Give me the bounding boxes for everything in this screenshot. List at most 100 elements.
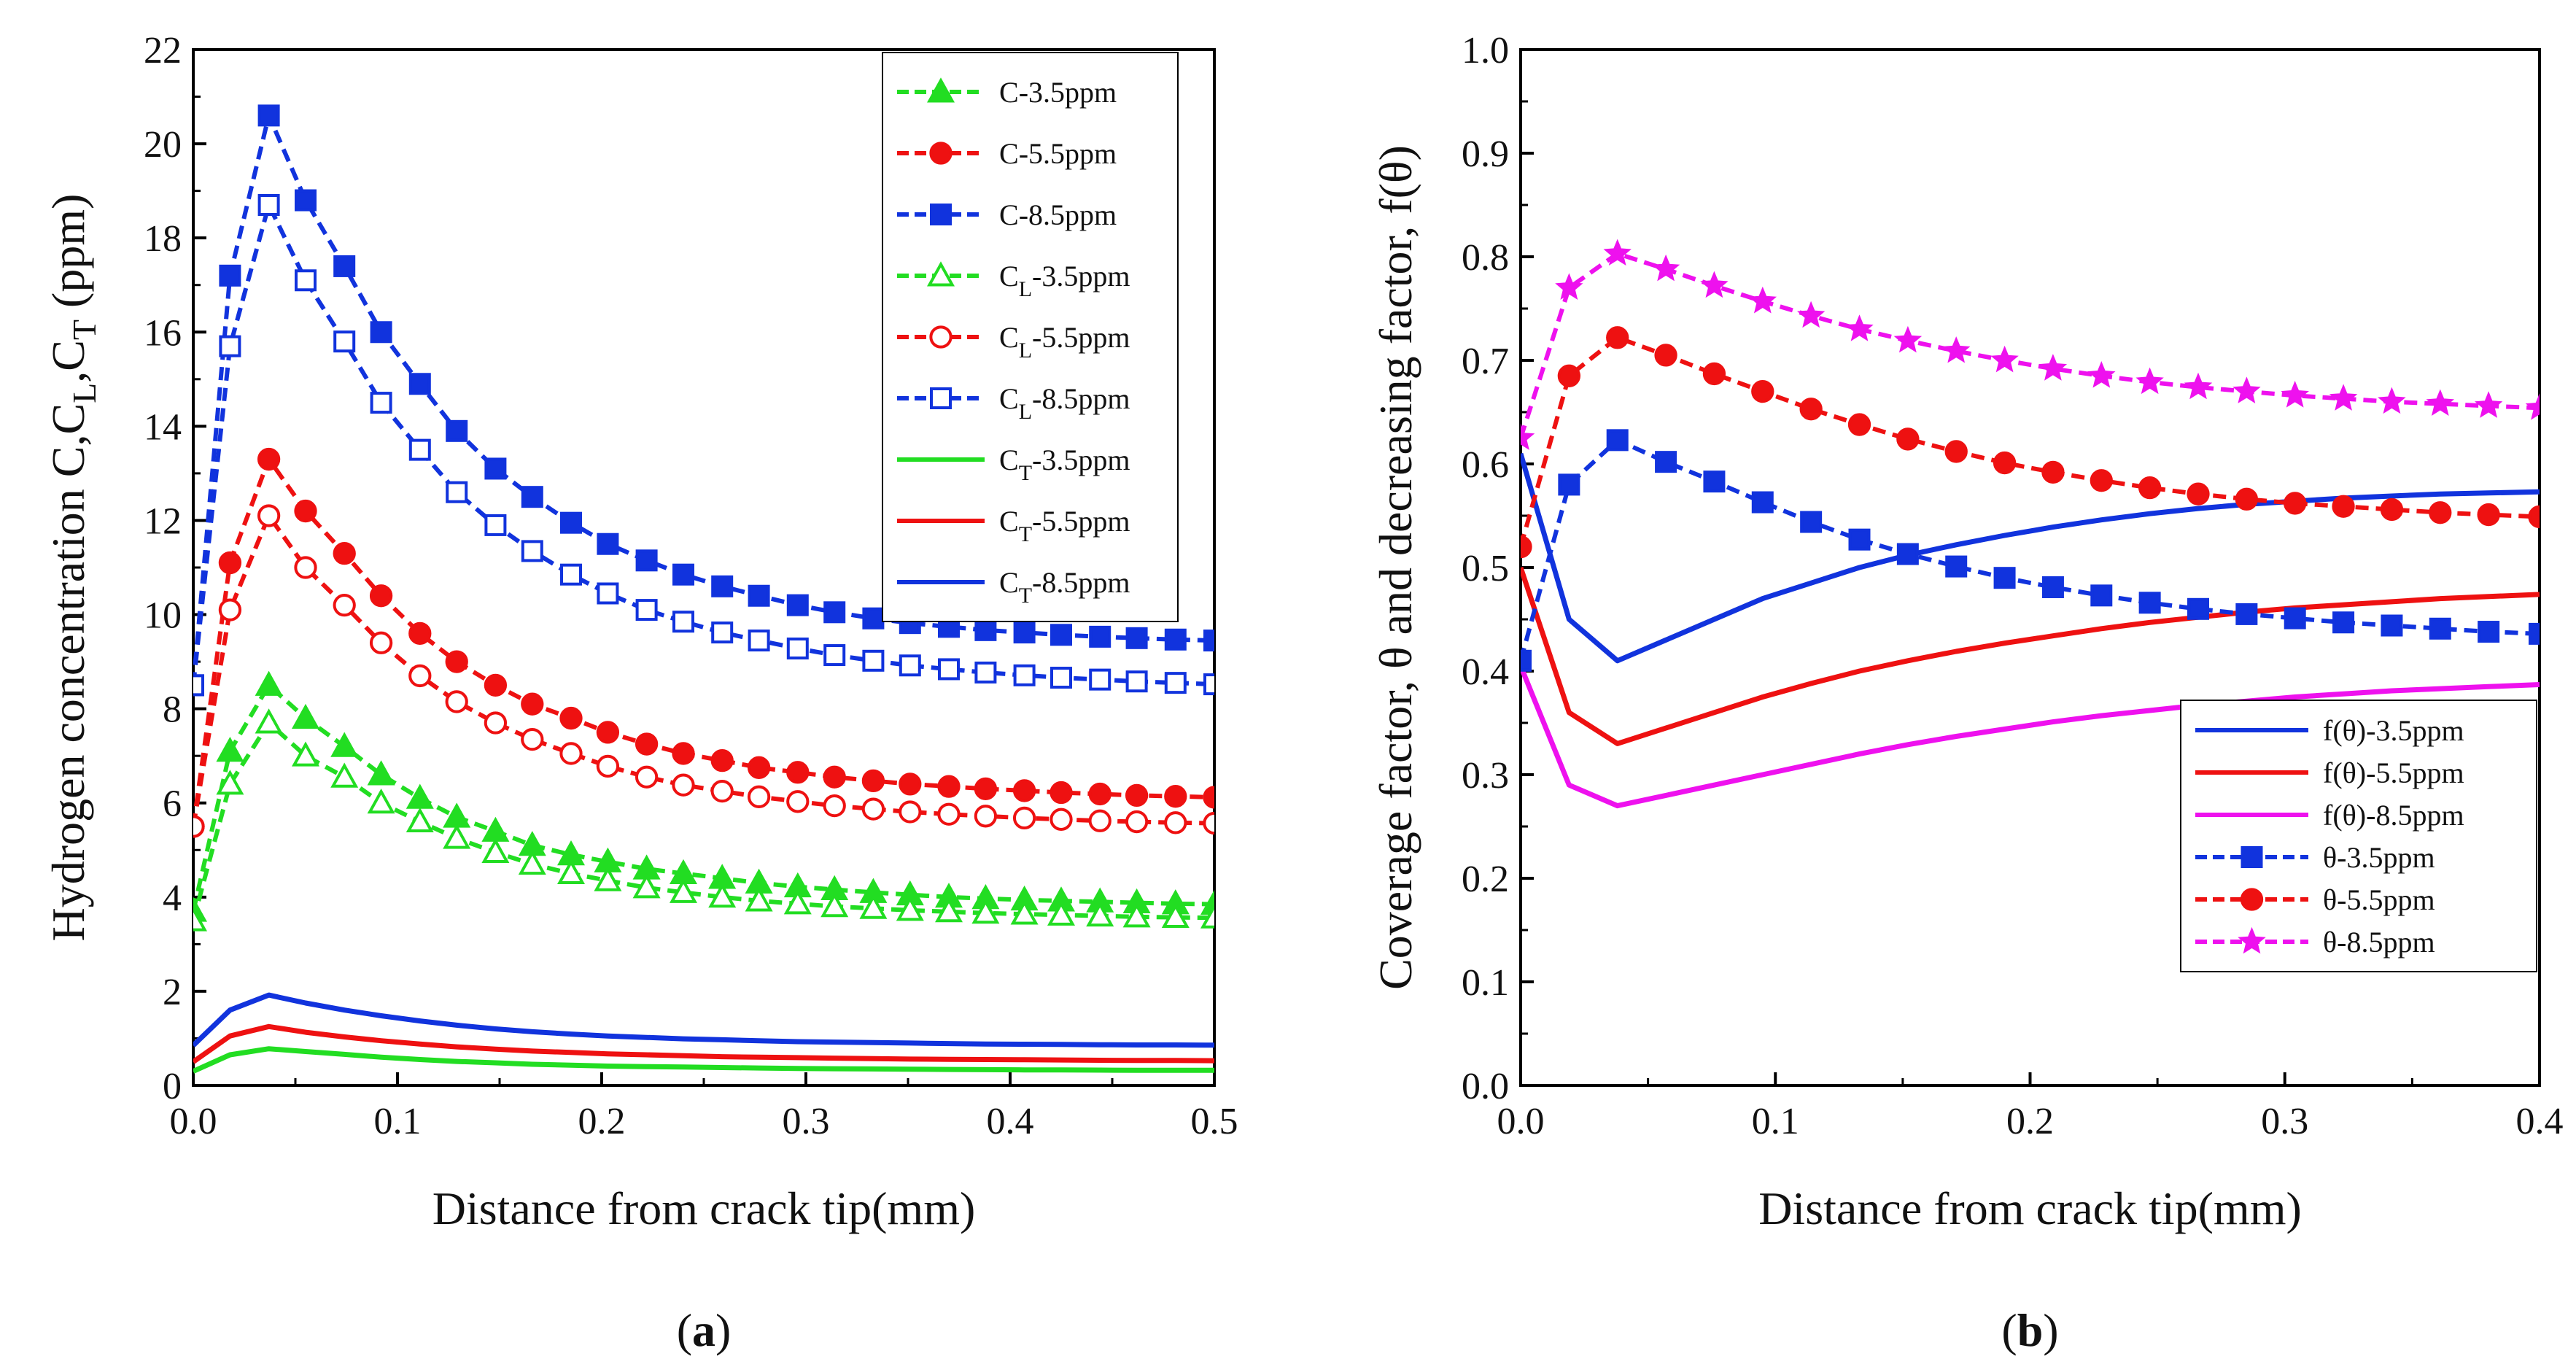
data-point	[862, 607, 885, 630]
legend-marker	[929, 142, 953, 165]
data-point	[1047, 900, 1075, 926]
data-point	[484, 673, 508, 697]
series-C-8.5ppm	[193, 104, 1214, 697]
data-point	[295, 189, 317, 212]
x-axis-title: Distance from crack tip(mm)	[432, 1182, 976, 1234]
data-point	[1896, 543, 1919, 565]
data-point	[1751, 379, 1774, 403]
series-θ-8.5ppm	[1521, 239, 2540, 450]
data-point	[218, 598, 242, 621]
data-point	[2380, 497, 2404, 522]
data-point	[711, 575, 734, 597]
data-point	[708, 883, 737, 908]
data-point	[672, 742, 695, 765]
legend-item: θ-8.5ppm	[2195, 926, 2435, 959]
data-point	[710, 779, 734, 803]
y-tick-label: 0.8	[1462, 237, 1509, 279]
data-point	[974, 777, 998, 801]
data-point	[2528, 505, 2540, 529]
data-point	[294, 556, 317, 579]
data-point	[2138, 476, 2162, 500]
data-point	[1122, 902, 1151, 928]
series-line	[193, 1046, 1214, 1074]
data-point	[367, 789, 395, 814]
legend-label: CT-8.5ppm	[999, 566, 1130, 608]
data-point	[408, 373, 431, 395]
data-point	[823, 601, 846, 624]
data-point	[823, 644, 846, 667]
data-point	[1203, 673, 1214, 696]
series-C-3.5ppm	[193, 670, 1214, 922]
plot-area	[193, 104, 1214, 1074]
data-point	[1748, 286, 1777, 314]
series-C_T-3.5ppm	[193, 1046, 1214, 1074]
data-point	[2135, 367, 2164, 395]
data-point	[443, 824, 471, 849]
data-point	[2284, 607, 2306, 630]
data-point	[1200, 903, 1214, 929]
data-point	[670, 878, 697, 903]
data-point	[521, 486, 543, 508]
data-point	[2138, 592, 2161, 614]
data-point	[632, 873, 661, 899]
legend-item: C-3.5ppm	[897, 76, 1117, 109]
data-point	[1161, 902, 1190, 929]
data-point	[1164, 628, 1187, 651]
data-point	[559, 742, 583, 765]
data-point	[1050, 808, 1073, 831]
data-point	[1848, 528, 1871, 551]
data-point	[635, 732, 659, 756]
legend-marker	[930, 204, 952, 225]
legend-item: CT-8.5ppm	[897, 566, 1130, 608]
x-tick-label: 0.3	[2261, 1101, 2308, 1142]
data-point	[2041, 576, 2064, 598]
data-point	[1606, 429, 1629, 452]
series-line	[193, 992, 1214, 1048]
data-point	[1012, 806, 1036, 830]
legend-label: CL-8.5ppm	[999, 382, 1130, 424]
data-point	[333, 593, 356, 617]
y-tick-label: 12	[144, 500, 182, 542]
data-point	[193, 674, 204, 697]
data-point	[786, 790, 810, 813]
series-f(θ)-5.5ppm	[1521, 566, 2540, 746]
data-point	[560, 563, 582, 586]
data-point	[596, 721, 620, 744]
data-point	[786, 638, 809, 660]
data-point	[1164, 811, 1187, 834]
data-point	[635, 765, 659, 789]
data-point	[446, 481, 468, 503]
data-point	[1089, 668, 1112, 691]
data-point	[2087, 361, 2116, 388]
data-point	[938, 658, 960, 681]
legend-label: CT-5.5ppm	[999, 505, 1130, 546]
data-point	[1086, 901, 1114, 927]
data-point	[219, 264, 241, 287]
legend-label: f(θ)-3.5ppm	[2323, 714, 2464, 747]
data-point	[937, 775, 961, 798]
data-point	[1703, 470, 1726, 493]
y-tick-label: 18	[144, 218, 182, 260]
x-tick-label: 0.4	[2516, 1101, 2564, 1142]
data-point	[193, 906, 207, 932]
data-point	[823, 765, 846, 789]
data-point	[597, 533, 619, 555]
legend-item: f(θ)-5.5ppm	[2195, 756, 2464, 789]
legend-marker	[927, 77, 955, 103]
legend-label: θ-8.5ppm	[2323, 926, 2435, 959]
data-point	[1089, 625, 1112, 648]
data-point	[219, 335, 241, 357]
legend-marker	[929, 325, 953, 349]
data-point	[594, 866, 622, 891]
data-point	[2232, 376, 2261, 403]
legend-item: C-8.5ppm	[897, 198, 1117, 231]
data-point	[1944, 440, 1968, 463]
data-point	[2184, 372, 2213, 400]
data-point	[330, 762, 359, 788]
data-point	[974, 805, 998, 828]
y-tick-label: 2	[163, 972, 182, 1013]
data-point	[2284, 492, 2307, 515]
y-tick-label: 0.6	[1462, 444, 1509, 486]
series-line	[193, 1023, 1214, 1064]
